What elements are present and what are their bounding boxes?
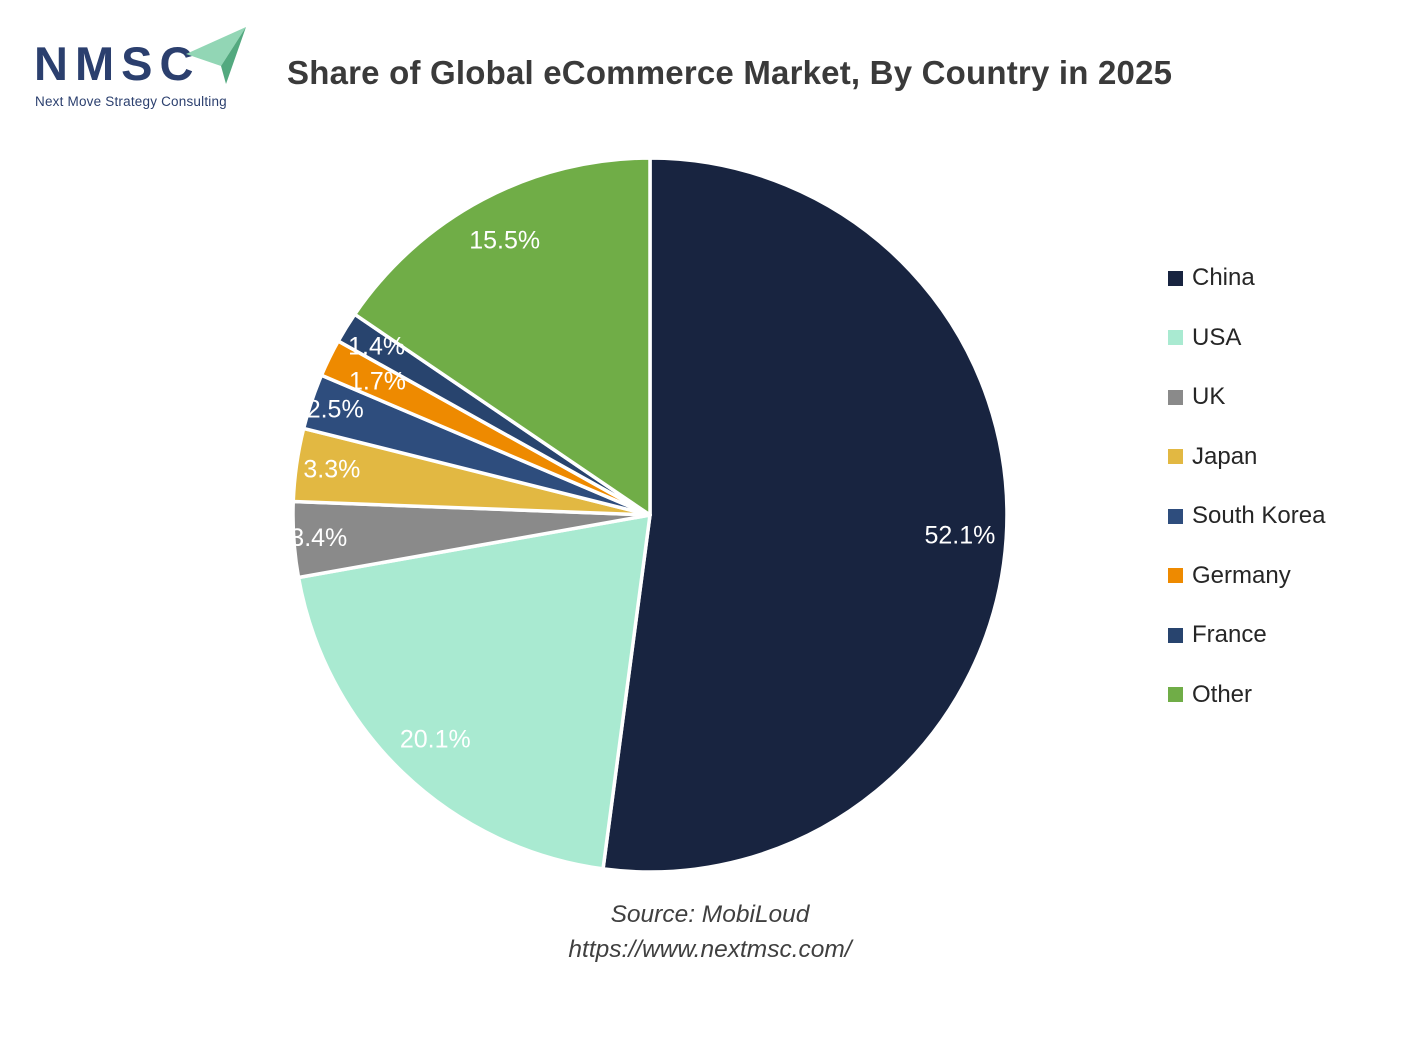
pie-label-germany: 1.7% — [349, 368, 406, 396]
legend-swatch-icon — [1168, 330, 1183, 345]
legend-swatch-icon — [1168, 389, 1183, 405]
pie-chart: 52.1% 20.1% 3.4% 3.3% 2.5% 1.7% 1.4% 15.5% — [290, 155, 1010, 875]
legend-swatch-icon — [1168, 568, 1183, 583]
pie-label-south-korea: 2.5% — [307, 395, 364, 423]
legend-label: USA — [1192, 323, 1242, 351]
chart-legend: China USA UK Japan South Korea Germany France O… — [1168, 262, 1325, 738]
legend-label: China — [1192, 264, 1255, 291]
pie-label-china: 52.1% — [924, 522, 995, 550]
legend-item-france: France — [1168, 619, 1325, 651]
legend-item-south-korea: South Korea — [1168, 500, 1325, 532]
legend-label: Germany — [1192, 561, 1291, 589]
pie-label-france: 1.4% — [348, 332, 405, 360]
logo-tagline: Next Move Strategy Consulting — [35, 94, 227, 109]
logo-arrow-icon — [186, 27, 246, 84]
source-url: https://www.nextmsc.com/ — [568, 935, 852, 963]
legend-item-usa: USA — [1168, 322, 1325, 354]
logo-acronym-text: NMSC — [34, 37, 201, 90]
legend-label: UK — [1192, 383, 1226, 410]
pie-slice-other — [352, 156, 652, 517]
legend-item-japan: Japan — [1168, 441, 1325, 473]
legend-swatch-icon — [1168, 627, 1183, 643]
source-note: Source: MobiLoud https://www.nextmsc.com… — [350, 898, 1070, 968]
legend-label: France — [1192, 621, 1267, 648]
legend-swatch-icon — [1168, 270, 1183, 286]
legend-item-germany: Germany — [1168, 560, 1325, 592]
pie-slice-usa — [296, 513, 652, 871]
pie-label-usa: 20.1% — [400, 725, 471, 753]
legend-item-uk: UK — [1168, 381, 1325, 413]
chart-title: Share of Global eCommerce Market, By Cou… — [287, 54, 1173, 91]
pie-slice-china — [601, 156, 1009, 874]
pie-label-uk: 3.4% — [290, 524, 347, 552]
pie-label-japan: 3.3% — [303, 456, 360, 484]
legend-item-china: China — [1168, 262, 1325, 294]
nmsc-logo: NMSC Next Move Strategy Consulting — [32, 22, 246, 114]
pie-svg: 52.1% 20.1% 3.4% 3.3% 2.5%1.7% 1.4% 15.5% — [290, 156, 1009, 874]
legend-swatch-icon — [1168, 687, 1183, 702]
legend-swatch-icon — [1168, 508, 1183, 524]
source-line: Source: MobiLoud — [610, 901, 810, 928]
legend-label: Japan — [1192, 442, 1258, 470]
pie-label-other: 15.5% — [469, 227, 540, 255]
legend-item-other: Other — [1168, 679, 1325, 711]
legend-swatch-icon — [1168, 449, 1183, 464]
legend-label: South Korea — [1192, 502, 1326, 529]
legend-label: Other — [1192, 680, 1253, 708]
